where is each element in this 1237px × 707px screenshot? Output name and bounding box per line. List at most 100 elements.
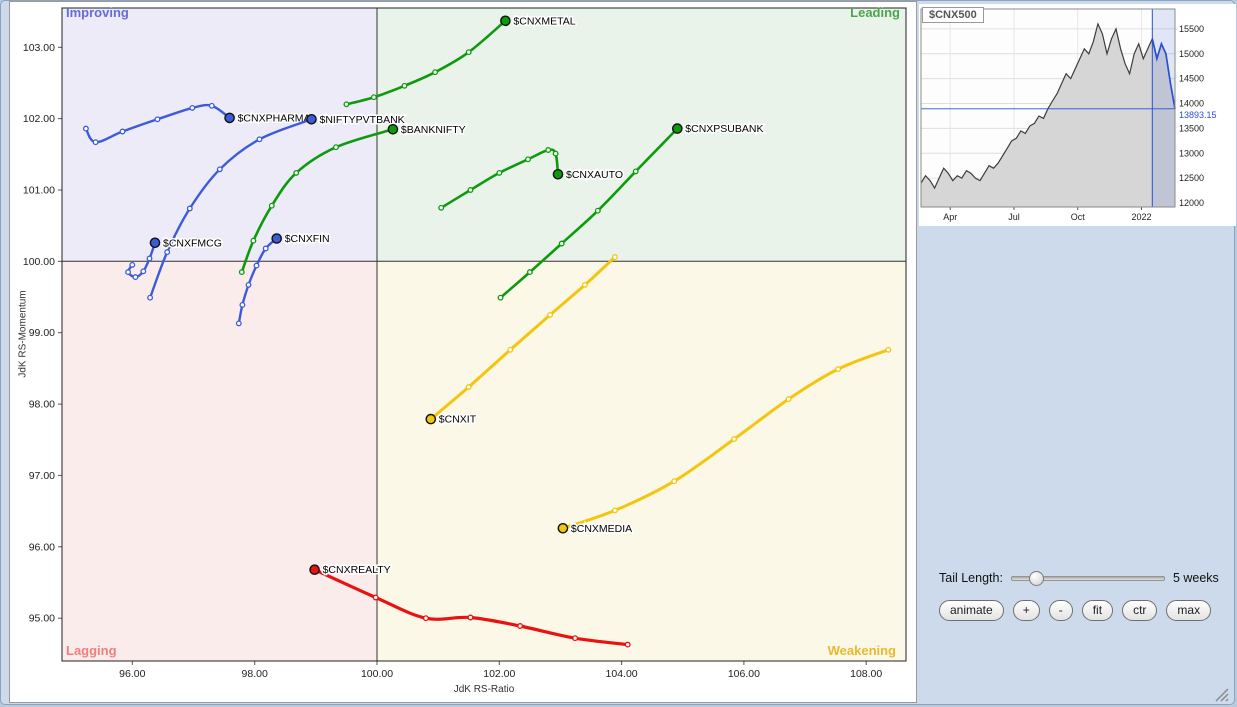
svg-text:102.00: 102.00 — [23, 113, 55, 125]
tail-point — [432, 69, 439, 76]
svg-text:104.00: 104.00 — [606, 668, 638, 680]
svg-text:2022: 2022 — [1131, 212, 1151, 222]
tail-point — [438, 204, 445, 211]
tail-length-row: Tail Length: 5 weeks — [939, 569, 1231, 587]
svg-text:14000: 14000 — [1179, 99, 1204, 109]
x-axis-title: JdK RS-Ratio — [453, 684, 515, 695]
series-label: $CNXFMCG — [163, 237, 222, 249]
svg-text:108.00: 108.00 — [850, 668, 882, 680]
tail-point — [525, 156, 531, 163]
tail-point — [125, 269, 132, 276]
head-$CNXREALTY[interactable] — [309, 564, 320, 576]
tail-point — [558, 240, 565, 247]
head-$CNXPSUBANK[interactable] — [672, 123, 683, 134]
tail-point — [370, 94, 377, 101]
svg-text:101.00: 101.00 — [23, 185, 55, 197]
head-$CNXMETAL[interactable] — [500, 15, 511, 27]
rrg-chart[interactable]: 96.00 98.00 100.00 102.00 104.00 106.00 108.00… — [10, 2, 916, 702]
tail-point — [92, 139, 99, 146]
rrg-chart-panel: 96.00 98.00 100.00 102.00 104.00 106.00 108.00… — [9, 1, 917, 703]
button-row: animate + - fit ctr max — [939, 600, 1231, 621]
tail-point — [129, 261, 136, 268]
tail-$CNXIT — [429, 255, 617, 421]
svg-text:102.00: 102.00 — [483, 668, 515, 680]
svg-text:103.00: 103.00 — [23, 42, 55, 54]
tail-point — [245, 281, 252, 288]
center-button[interactable]: ctr — [1122, 600, 1158, 621]
tail-point — [235, 320, 242, 327]
tail-point — [239, 301, 246, 308]
tail-point — [671, 478, 678, 485]
tail-$CNXPSUBANK — [499, 127, 679, 299]
tail-point — [785, 396, 792, 403]
tail-point — [632, 168, 639, 175]
head-$CNXFIN[interactable] — [271, 233, 283, 244]
tail-point — [146, 255, 153, 262]
svg-text:100.00: 100.00 — [361, 668, 393, 680]
tail-point — [238, 269, 245, 276]
tail-point — [835, 366, 842, 373]
tail-point — [119, 128, 126, 135]
head-$CNXMEDIA[interactable] — [557, 523, 569, 534]
tail-point — [545, 147, 552, 153]
tail-point — [268, 202, 275, 209]
tail-point — [465, 384, 472, 390]
max-button[interactable]: max — [1166, 600, 1212, 621]
svg-text:15500: 15500 — [1179, 24, 1204, 34]
tail-point — [467, 187, 474, 193]
cnx500-mini-panel: 15500 15000 14500 14000 13500 13000 12500 12000… — [919, 4, 1236, 226]
tail-point — [731, 436, 738, 443]
tail-point — [186, 205, 193, 212]
tail-point — [517, 623, 524, 629]
svg-text:98.00: 98.00 — [29, 399, 55, 411]
fit-button[interactable]: fit — [1081, 600, 1114, 621]
zoom-in-button[interactable]: + — [1012, 600, 1040, 621]
mini-last-value: 13893.15 — [1179, 110, 1217, 120]
tail-point — [552, 150, 559, 157]
slider-thumb[interactable] — [1028, 571, 1044, 586]
head-$CNXFMCG[interactable] — [149, 237, 161, 249]
controls-area: Tail Length: 5 weeks animate + - fit ctr… — [939, 569, 1231, 621]
tail-point — [164, 249, 171, 256]
tail-point — [216, 166, 223, 173]
series-label: $NIFTYPVTBANK — [320, 114, 405, 126]
tail-length-slider[interactable] — [1010, 571, 1165, 586]
tail-point — [547, 311, 554, 318]
series-label: $CNXFIN — [285, 233, 330, 245]
mini-chart-symbol: $CNX500 — [922, 7, 984, 23]
zoom-out-button[interactable]: - — [1048, 600, 1073, 621]
tail-length-label: Tail Length: — [939, 571, 1003, 585]
tail-point — [293, 169, 300, 176]
tail-point — [401, 82, 408, 89]
cnx500-mini-chart[interactable]: 15500 15000 14500 14000 13500 13000 12500 12000… — [919, 4, 1236, 226]
slider-track[interactable] — [1010, 576, 1165, 581]
tail-point — [372, 594, 379, 601]
series-label: $CNXPHARMA — [238, 112, 311, 124]
tail-point — [885, 346, 892, 353]
head-$CNXPHARMA[interactable] — [224, 112, 235, 124]
series-label: $CNXMETAL — [513, 15, 575, 27]
animate-button[interactable]: animate — [939, 600, 1004, 621]
tail-point — [594, 207, 601, 214]
svg-text:Oct: Oct — [1071, 212, 1086, 222]
head-$CNXAUTO[interactable] — [552, 168, 564, 180]
resize-handle-icon[interactable] — [1209, 682, 1231, 704]
head-$CNXIT[interactable] — [425, 413, 437, 425]
tail-point — [140, 268, 147, 275]
head-$NIFTYPVTBANK[interactable] — [306, 114, 317, 125]
tail-point — [624, 641, 631, 648]
tail-point — [82, 125, 89, 132]
tail-point — [581, 281, 588, 288]
svg-text:98.00: 98.00 — [242, 668, 268, 680]
series-label: $CNXAUTO — [566, 169, 623, 181]
svg-text:13500: 13500 — [1179, 123, 1204, 133]
tail-point — [262, 245, 269, 252]
head-$BANKNIFTY[interactable] — [387, 124, 399, 135]
svg-text:12500: 12500 — [1179, 173, 1204, 183]
svg-text:96.00: 96.00 — [119, 668, 145, 680]
tail-point — [154, 116, 161, 123]
tail-length-value: 5 weeks — [1172, 571, 1219, 585]
tail-$BANKNIFTY — [240, 128, 395, 274]
tail-point — [253, 262, 260, 269]
